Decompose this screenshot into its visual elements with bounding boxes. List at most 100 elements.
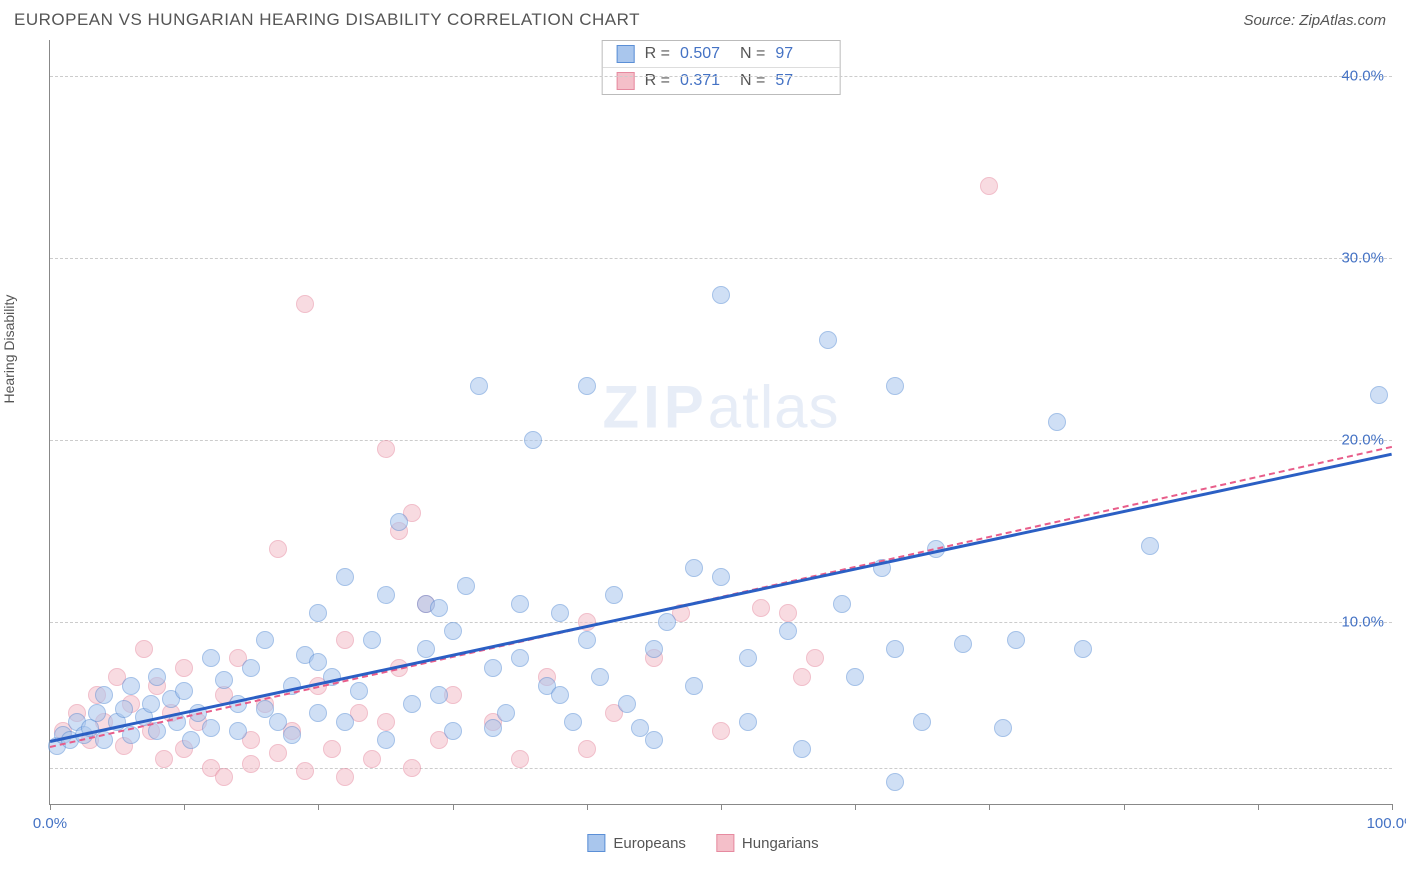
- point-blue: [846, 668, 864, 686]
- legend-swatch-blue: [587, 834, 605, 852]
- point-blue: [779, 622, 797, 640]
- x-tick: [453, 804, 454, 810]
- point-blue: [578, 377, 596, 395]
- legend-swatch-pink: [716, 834, 734, 852]
- point-pink: [296, 295, 314, 313]
- point-blue: [551, 686, 569, 704]
- y-axis-label: Hearing Disability: [1, 295, 17, 404]
- point-blue: [645, 640, 663, 658]
- x-tick-label: 100.0%: [1367, 815, 1406, 832]
- point-pink: [511, 750, 529, 768]
- point-blue: [658, 613, 676, 631]
- stat-n-blue: 97: [775, 45, 825, 63]
- point-blue: [994, 719, 1012, 737]
- y-tick-label: 30.0%: [1341, 250, 1384, 267]
- point-pink: [377, 713, 395, 731]
- y-tick-label: 20.0%: [1341, 432, 1384, 449]
- legend-label-blue: Europeans: [613, 835, 686, 852]
- point-blue: [202, 649, 220, 667]
- x-tick: [587, 804, 588, 810]
- point-blue: [819, 331, 837, 349]
- point-pink: [135, 640, 153, 658]
- point-blue: [685, 677, 703, 695]
- point-pink: [269, 744, 287, 762]
- point-blue: [712, 568, 730, 586]
- stat-r-label: R =: [645, 45, 670, 63]
- point-blue: [430, 686, 448, 704]
- stats-row-pink: R = 0.371 N = 57: [603, 67, 840, 94]
- swatch-blue: [617, 45, 635, 63]
- point-blue: [336, 713, 354, 731]
- x-tick: [1258, 804, 1259, 810]
- point-blue: [283, 726, 301, 744]
- point-blue: [886, 377, 904, 395]
- grid-line: [50, 258, 1392, 259]
- plot-area: ZIPatlas R = 0.507 N = 97 R = 0.371 N = …: [49, 40, 1392, 805]
- point-blue: [336, 568, 354, 586]
- point-blue: [605, 586, 623, 604]
- point-blue: [524, 431, 542, 449]
- legend: Europeans Hungarians: [587, 834, 818, 852]
- point-blue: [1048, 413, 1066, 431]
- point-pink: [779, 604, 797, 622]
- point-blue: [115, 700, 133, 718]
- point-blue: [484, 659, 502, 677]
- stat-n-label: N =: [740, 45, 765, 63]
- point-blue: [444, 622, 462, 640]
- x-tick: [1124, 804, 1125, 810]
- point-pink: [377, 440, 395, 458]
- x-tick: [989, 804, 990, 810]
- point-blue: [551, 604, 569, 622]
- point-blue: [309, 604, 327, 622]
- point-blue: [1074, 640, 1092, 658]
- point-pink: [336, 631, 354, 649]
- point-blue: [1007, 631, 1025, 649]
- x-tick: [318, 804, 319, 810]
- point-blue: [739, 649, 757, 667]
- point-blue: [793, 740, 811, 758]
- point-blue: [578, 631, 596, 649]
- point-pink: [980, 177, 998, 195]
- chart-source: Source: ZipAtlas.com: [1243, 12, 1386, 29]
- point-blue: [457, 577, 475, 595]
- point-pink: [793, 668, 811, 686]
- point-blue: [954, 635, 972, 653]
- point-blue: [470, 377, 488, 395]
- swatch-pink: [617, 72, 635, 90]
- grid-line: [50, 622, 1392, 623]
- point-blue: [511, 649, 529, 667]
- point-blue: [685, 559, 703, 577]
- point-blue: [511, 595, 529, 613]
- point-blue: [430, 599, 448, 617]
- point-blue: [309, 704, 327, 722]
- point-blue: [363, 631, 381, 649]
- point-blue: [913, 713, 931, 731]
- legend-item-blue: Europeans: [587, 834, 686, 852]
- legend-label-pink: Hungarians: [742, 835, 819, 852]
- point-blue: [390, 513, 408, 531]
- stat-n-label2: N =: [740, 72, 765, 90]
- point-blue: [444, 722, 462, 740]
- chart-header: EUROPEAN VS HUNGARIAN HEARING DISABILITY…: [0, 0, 1406, 35]
- point-blue: [1370, 386, 1388, 404]
- point-blue: [886, 773, 904, 791]
- point-pink: [296, 762, 314, 780]
- point-pink: [363, 750, 381, 768]
- x-tick-label: 0.0%: [33, 815, 67, 832]
- point-blue: [645, 731, 663, 749]
- y-tick-label: 10.0%: [1341, 614, 1384, 631]
- point-blue: [309, 653, 327, 671]
- point-blue: [497, 704, 515, 722]
- x-tick: [50, 804, 51, 810]
- x-tick: [1392, 804, 1393, 810]
- point-blue: [833, 595, 851, 613]
- point-pink: [403, 759, 421, 777]
- point-blue: [215, 671, 233, 689]
- point-blue: [256, 631, 274, 649]
- y-tick-label: 40.0%: [1341, 68, 1384, 85]
- x-tick: [721, 804, 722, 810]
- point-blue: [591, 668, 609, 686]
- stat-r-label2: R =: [645, 72, 670, 90]
- stats-row-blue: R = 0.507 N = 97: [603, 41, 840, 67]
- point-blue: [202, 719, 220, 737]
